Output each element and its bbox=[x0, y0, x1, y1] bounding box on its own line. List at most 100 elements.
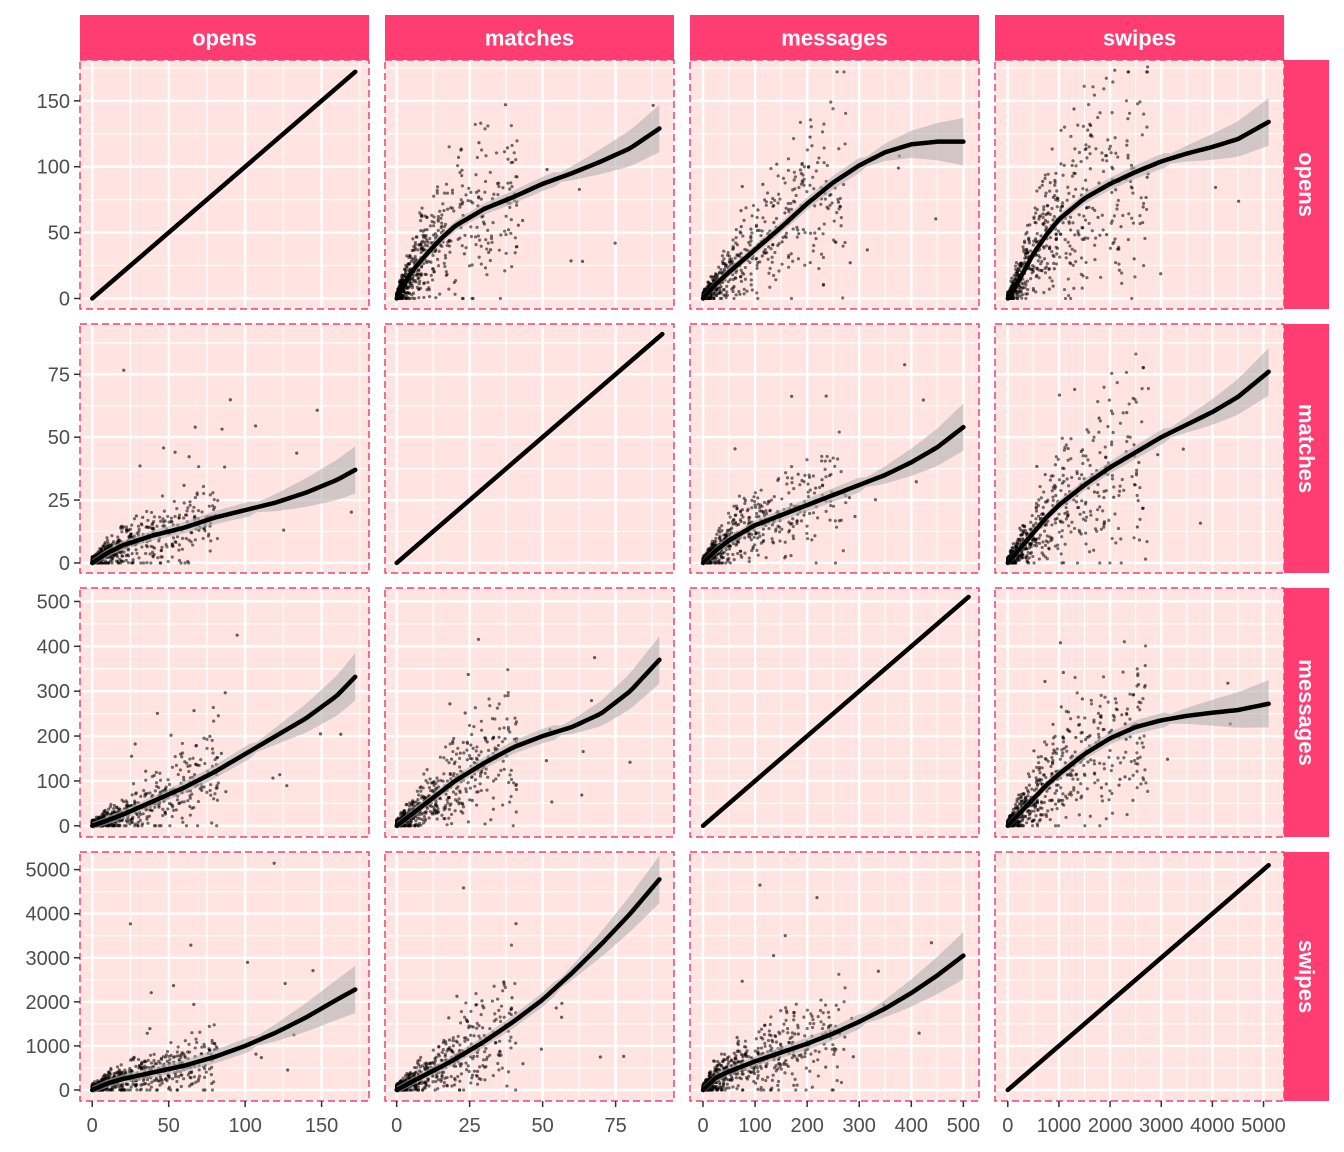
scatter-point bbox=[1058, 208, 1063, 213]
scatter-point bbox=[435, 185, 440, 189]
scatter-point bbox=[1096, 490, 1100, 495]
scatter-point bbox=[1037, 498, 1041, 502]
scatter-point bbox=[435, 257, 440, 261]
scatter-point bbox=[1052, 261, 1056, 265]
scatter-point bbox=[728, 277, 732, 282]
scatter-point bbox=[175, 798, 180, 802]
panel-background bbox=[80, 324, 369, 573]
scatter-point bbox=[1213, 185, 1218, 190]
scatter-point bbox=[497, 248, 501, 252]
scatter-point bbox=[1073, 249, 1077, 253]
scatter-point bbox=[1073, 147, 1077, 151]
scatter-point bbox=[1098, 451, 1102, 455]
scatter-point bbox=[464, 246, 468, 250]
scatter-point bbox=[817, 156, 821, 160]
scatter-point bbox=[1050, 249, 1054, 254]
scatter-point bbox=[1075, 561, 1080, 565]
scatter-point bbox=[1113, 512, 1117, 516]
scatter-point bbox=[415, 273, 419, 277]
scatter-point bbox=[1145, 175, 1149, 179]
scatter-point bbox=[805, 524, 809, 528]
scatter-point bbox=[795, 225, 799, 229]
scatter-point bbox=[480, 148, 484, 152]
panel-messages-vs-opens bbox=[79, 587, 370, 838]
scatter-point bbox=[1047, 267, 1051, 271]
scatter-point bbox=[806, 482, 810, 486]
scatter-point bbox=[720, 254, 725, 258]
scatter-point bbox=[739, 279, 744, 284]
scatter-point bbox=[1126, 153, 1130, 157]
scatter-point bbox=[806, 165, 811, 169]
scatter-point bbox=[124, 528, 129, 532]
scatter-point bbox=[873, 498, 878, 502]
scatter-point bbox=[715, 532, 719, 536]
scatter-point bbox=[752, 535, 756, 539]
scatter-point bbox=[1043, 194, 1048, 198]
scatter-point bbox=[1073, 233, 1077, 237]
scatter-point bbox=[1138, 213, 1142, 218]
scatter-point bbox=[741, 515, 745, 519]
scatter-point bbox=[812, 187, 816, 191]
scatter-point bbox=[114, 553, 118, 557]
scatter-point bbox=[515, 175, 519, 179]
scatter-point bbox=[799, 519, 804, 523]
panel-matches-vs-messages bbox=[689, 323, 980, 574]
scatter-point bbox=[1046, 204, 1050, 208]
scatter-point bbox=[802, 165, 806, 169]
scatter-point bbox=[773, 250, 777, 255]
scatter-point bbox=[821, 232, 825, 236]
scatter-point bbox=[1025, 279, 1030, 283]
scatter-point bbox=[829, 472, 833, 477]
scatter-point bbox=[767, 526, 771, 531]
scatter-point bbox=[1064, 506, 1068, 510]
scatter-point bbox=[405, 254, 409, 258]
scatter-point bbox=[797, 232, 801, 236]
scatter-point bbox=[100, 561, 104, 565]
scatter-point bbox=[755, 266, 759, 270]
scatter-point bbox=[769, 498, 774, 502]
scatter-point bbox=[831, 107, 835, 111]
scatter-point bbox=[783, 471, 788, 475]
scatter-point bbox=[433, 236, 438, 240]
scatter-point bbox=[733, 447, 737, 451]
scatter-point bbox=[743, 265, 747, 270]
scatter-point bbox=[755, 511, 759, 516]
scatter-point bbox=[1045, 534, 1049, 538]
scatter-point bbox=[763, 248, 767, 252]
scatter-point bbox=[159, 561, 163, 565]
scatter-point bbox=[1075, 470, 1079, 474]
scatter-point bbox=[1027, 236, 1031, 240]
scatter-point bbox=[1132, 257, 1136, 261]
scatter-point bbox=[725, 290, 729, 294]
scatter-point bbox=[1109, 443, 1114, 447]
scatter-point bbox=[154, 824, 158, 828]
scatter-point bbox=[569, 259, 573, 263]
scatter-point bbox=[843, 240, 847, 245]
scatter-point bbox=[756, 553, 760, 557]
scatter-point bbox=[431, 267, 435, 271]
scatter-point bbox=[1092, 93, 1097, 97]
scatter-point bbox=[1026, 560, 1030, 564]
scatter-point bbox=[174, 808, 178, 812]
scatter-point bbox=[1056, 229, 1061, 233]
smooth-line bbox=[394, 126, 662, 301]
scatter-point bbox=[837, 147, 841, 151]
scatter-point bbox=[349, 510, 353, 514]
scatter-point bbox=[159, 548, 163, 553]
scatter-point bbox=[488, 258, 492, 263]
scatter-point bbox=[1102, 495, 1106, 500]
scatter-point bbox=[514, 158, 518, 162]
scatter-point bbox=[1084, 454, 1088, 458]
scatter-point bbox=[805, 537, 810, 541]
scatter-point bbox=[751, 203, 756, 208]
scatter-point bbox=[166, 559, 170, 564]
scatter-point bbox=[795, 519, 799, 523]
scatter-point bbox=[477, 255, 481, 259]
scatter-point bbox=[440, 221, 444, 225]
scatter-point bbox=[808, 183, 812, 187]
scatter-point bbox=[205, 737, 209, 741]
scatter-point bbox=[808, 261, 812, 265]
scatter-point bbox=[1110, 190, 1114, 195]
scatter-point bbox=[1144, 195, 1148, 200]
scatter-point bbox=[739, 549, 743, 553]
